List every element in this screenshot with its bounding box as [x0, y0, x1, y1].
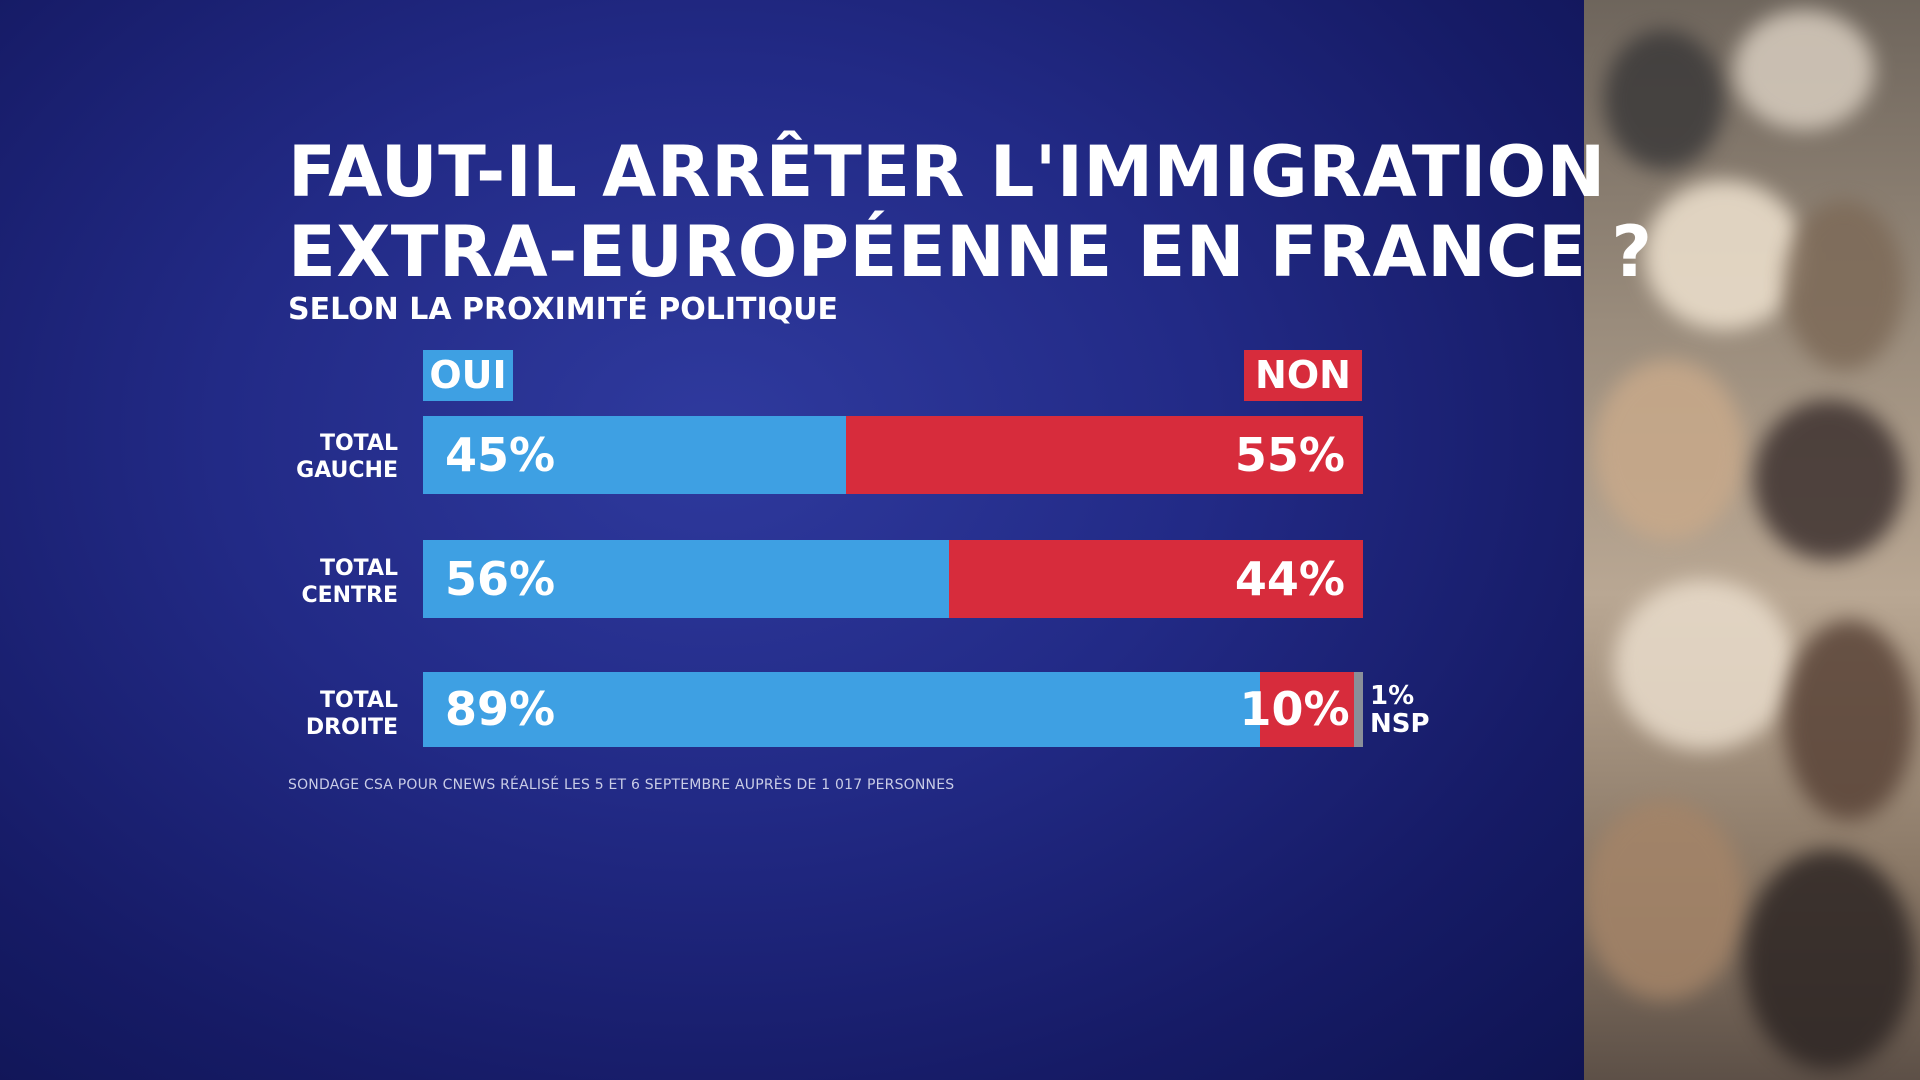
- title-line-1: FAUT-IL ARRÊTER L'IMMIGRATION: [288, 131, 1606, 213]
- row-label-droite: TOTAL DROITE: [286, 687, 398, 741]
- row-label-centre: TOTAL CENTRE: [286, 555, 398, 609]
- bar-segment-oui: [423, 672, 1260, 747]
- bar-segment-non: [846, 416, 1363, 494]
- legend-oui: OUI: [423, 350, 513, 401]
- row-label-line1: TOTAL: [319, 431, 398, 456]
- bar-droite: 89% 10%: [423, 672, 1363, 747]
- bar-segment-oui: [423, 416, 846, 494]
- crowd-photo: [1584, 0, 1920, 1080]
- nsp-annotation: 1% NSP: [1370, 682, 1430, 738]
- value-label-non: 44%: [1234, 552, 1345, 606]
- bar-segment-non: [949, 540, 1363, 618]
- chart-title: FAUT-IL ARRÊTER L'IMMIGRATION EXTRA-EURO…: [288, 131, 1653, 293]
- legend-non: NON: [1244, 350, 1362, 401]
- row-label-line2: CENTRE: [301, 583, 398, 608]
- bar-segment-non: [1259, 672, 1354, 747]
- bar-gauche: 45% 55%: [423, 416, 1363, 494]
- row-label-line2: GAUCHE: [296, 458, 398, 483]
- value-label-non: 10%: [1239, 682, 1350, 736]
- nsp-text: NSP: [1370, 709, 1430, 739]
- source-note: SONDAGE CSA POUR CNEWS RÉALISÉ LES 5 ET …: [288, 777, 955, 793]
- title-line-2: EXTRA-EUROPÉENNE EN FRANCE ?: [288, 211, 1653, 293]
- bar-segment-oui: [423, 540, 950, 618]
- nsp-value: 1%: [1370, 681, 1415, 711]
- bar-centre: 56% 44%: [423, 540, 1363, 618]
- value-label-non: 55%: [1234, 428, 1345, 482]
- row-label-gauche: TOTAL GAUCHE: [286, 430, 398, 484]
- value-label-oui: 45%: [445, 428, 556, 482]
- value-label-oui: 56%: [445, 552, 556, 606]
- row-label-line1: TOTAL: [319, 556, 398, 581]
- value-label-oui: 89%: [445, 682, 556, 736]
- chart-subtitle: SELON LA PROXIMITÉ POLITIQUE: [288, 292, 838, 327]
- row-label-line2: DROITE: [305, 715, 398, 740]
- bar-segment-nsp: [1353, 672, 1363, 747]
- row-label-line1: TOTAL: [319, 688, 398, 713]
